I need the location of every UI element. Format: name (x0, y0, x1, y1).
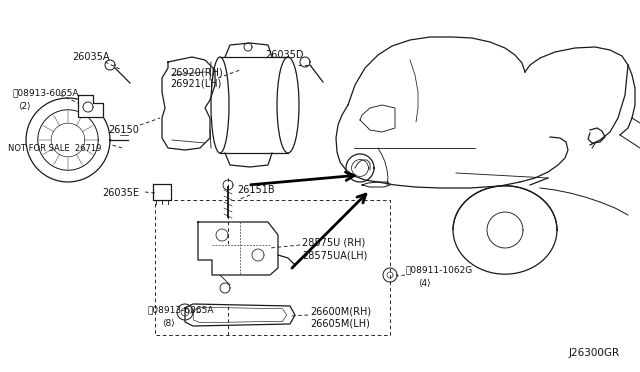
Polygon shape (198, 222, 278, 275)
Text: 26600M(RH): 26600M(RH) (310, 307, 371, 317)
Text: 26035E: 26035E (102, 188, 139, 198)
Text: 28575U (RH): 28575U (RH) (302, 237, 365, 247)
Text: 26921(LH): 26921(LH) (170, 78, 221, 88)
Text: 26150: 26150 (108, 125, 139, 135)
Text: 26151B: 26151B (237, 185, 275, 195)
Text: ⟨4⟩: ⟨4⟩ (418, 279, 431, 288)
Text: 26035D: 26035D (265, 50, 303, 60)
Text: 26920(RH): 26920(RH) (170, 67, 223, 77)
Text: 28575UA(LH): 28575UA(LH) (302, 250, 367, 260)
Polygon shape (78, 95, 103, 117)
Polygon shape (185, 304, 295, 326)
Text: ⓝ08913-6065A: ⓝ08913-6065A (148, 305, 214, 314)
Text: J26300GR: J26300GR (569, 348, 620, 358)
Text: ⟨8⟩: ⟨8⟩ (162, 318, 175, 327)
Text: ⓝ08911-1062G: ⓝ08911-1062G (406, 266, 473, 275)
Text: NOT FOR SALE  26719: NOT FOR SALE 26719 (8, 144, 101, 153)
Text: ⓝ08913-6065A: ⓝ08913-6065A (12, 89, 79, 97)
Text: ⟨2⟩: ⟨2⟩ (18, 102, 31, 110)
Text: 26035A: 26035A (72, 52, 109, 62)
Polygon shape (153, 184, 171, 200)
Text: 26605M(LH): 26605M(LH) (310, 318, 370, 328)
